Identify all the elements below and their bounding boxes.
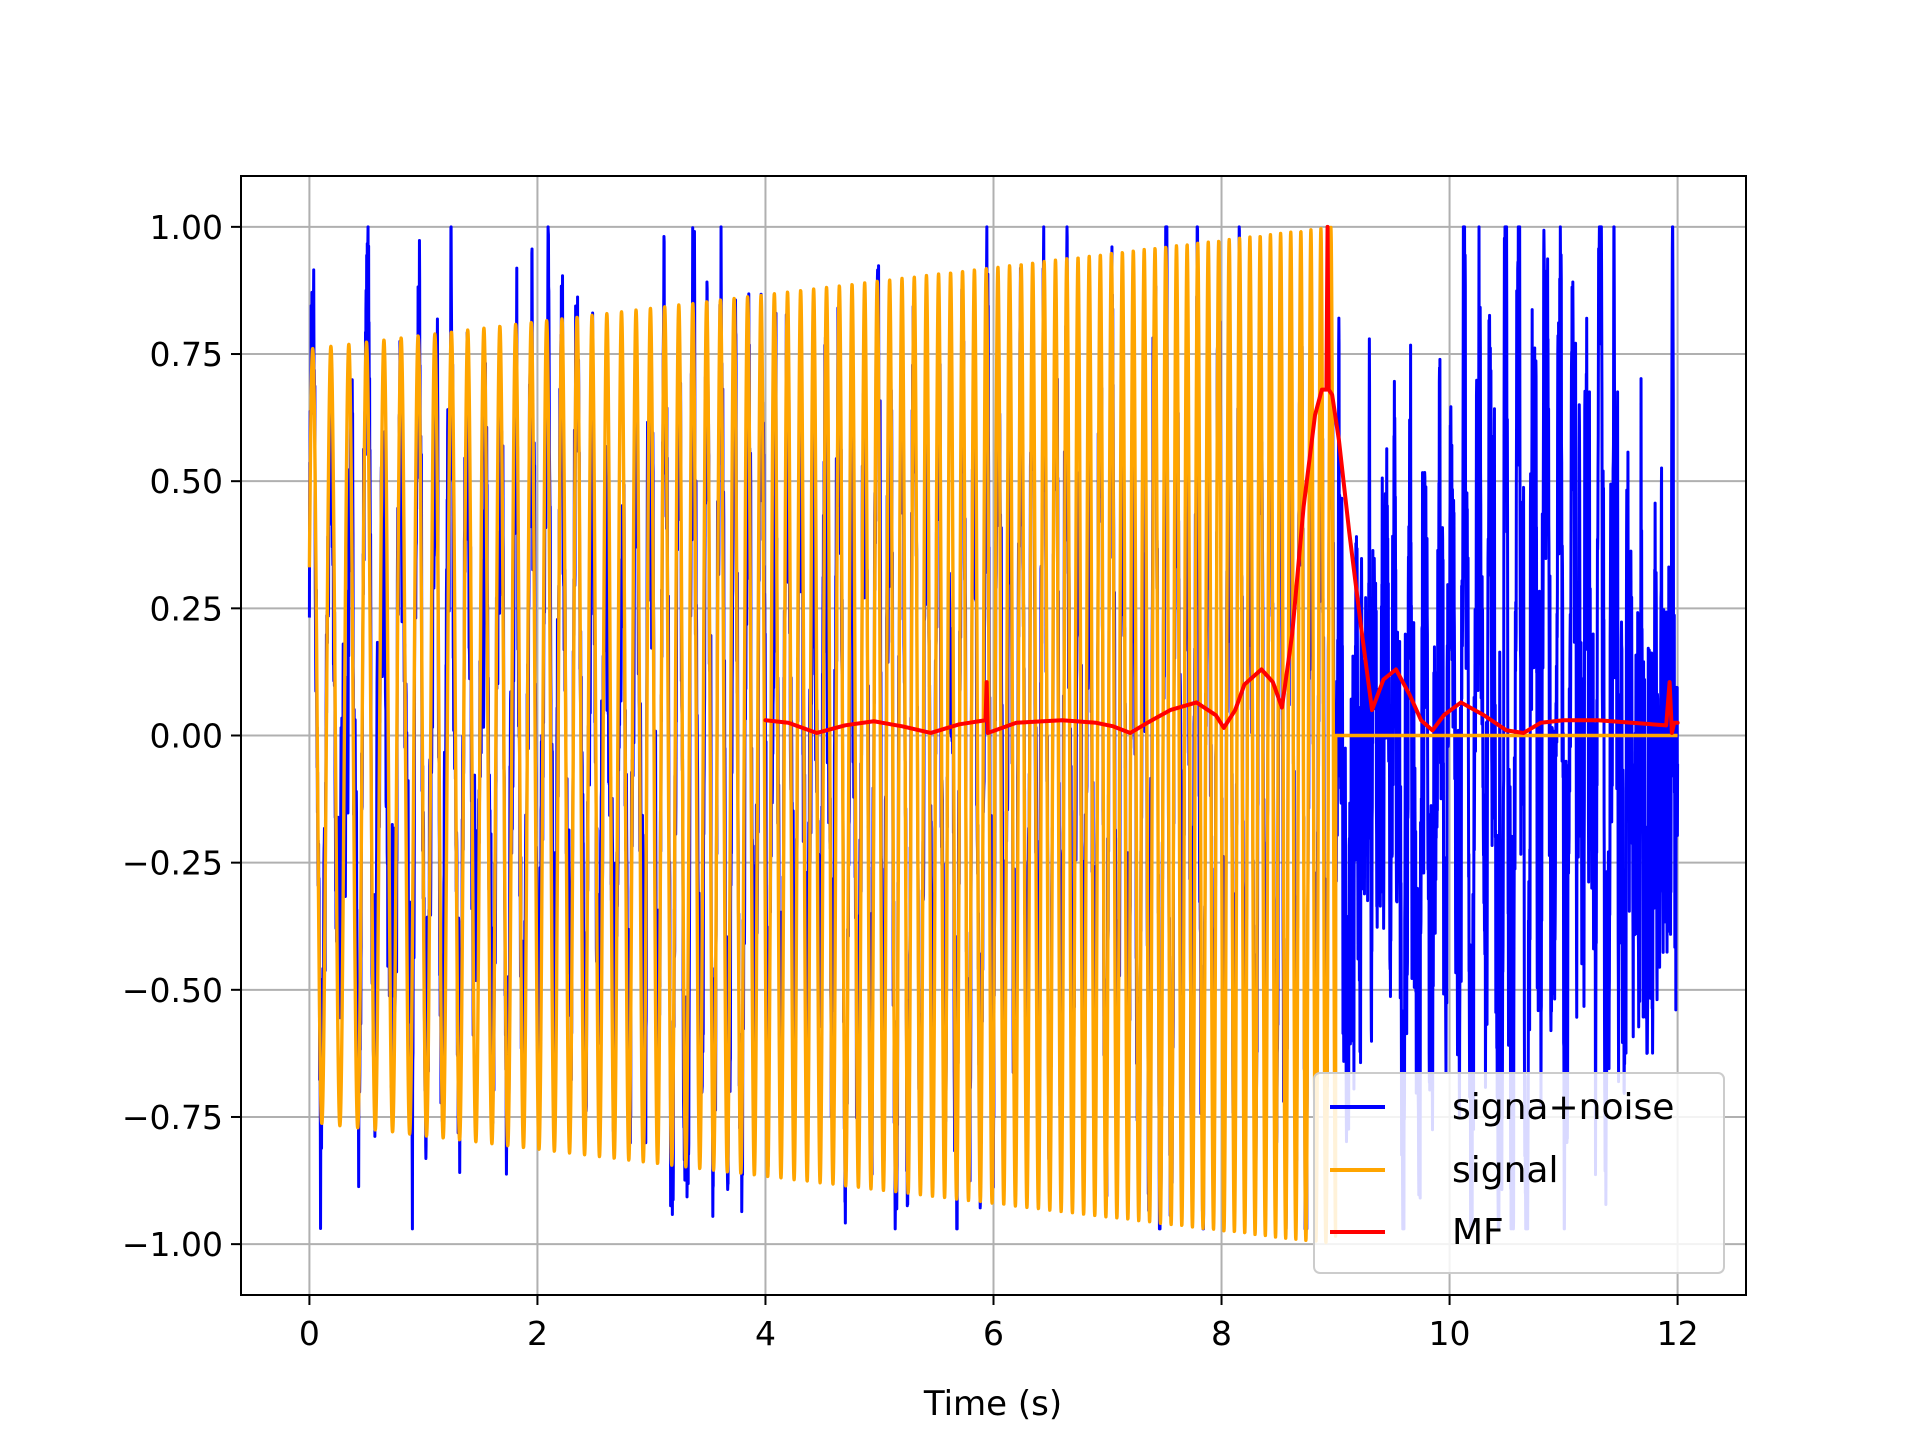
legend-label-mf: MF (1452, 1212, 1504, 1253)
y-tick-label: −0.25 (122, 844, 223, 883)
x-axis: 0 2 4 6 8 10 12 (299, 1295, 1699, 1353)
y-tick-label: 0.50 (150, 462, 223, 501)
legend: signa+noise signal MF (1313, 1072, 1725, 1274)
x-tick-label: 2 (527, 1314, 548, 1353)
y-tick-label: 0.25 (150, 589, 223, 628)
legend-label-signal: signal (1452, 1150, 1559, 1191)
x-tick-label: 6 (983, 1314, 1004, 1353)
x-tick-label: 12 (1657, 1314, 1699, 1353)
y-axis: 1.00 0.75 0.50 0.25 0.00 −0.25 −0.50 −0.75 −1.00 (122, 208, 241, 1264)
x-axis-label: Time (s) (923, 1384, 1062, 1424)
y-tick-label: −1.00 (122, 1225, 223, 1264)
legend-box (1313, 1072, 1725, 1274)
y-tick-label: −0.75 (122, 1098, 223, 1137)
x-tick-label: 4 (755, 1314, 776, 1353)
plot-area (307, 224, 1680, 1245)
y-tick-label: 0.75 (150, 335, 223, 374)
y-tick-label: 0.00 (150, 717, 223, 756)
y-tick-label: −0.50 (122, 971, 223, 1010)
series-line-mf (763, 224, 1680, 735)
legend-label-signa-noise: signa+noise (1452, 1087, 1674, 1128)
y-tick-label: 1.00 (150, 208, 223, 247)
series-line-signal (307, 225, 1680, 1245)
x-tick-label: 8 (1211, 1314, 1232, 1353)
x-tick-label: 0 (299, 1314, 320, 1353)
x-tick-label: 10 (1429, 1314, 1471, 1353)
